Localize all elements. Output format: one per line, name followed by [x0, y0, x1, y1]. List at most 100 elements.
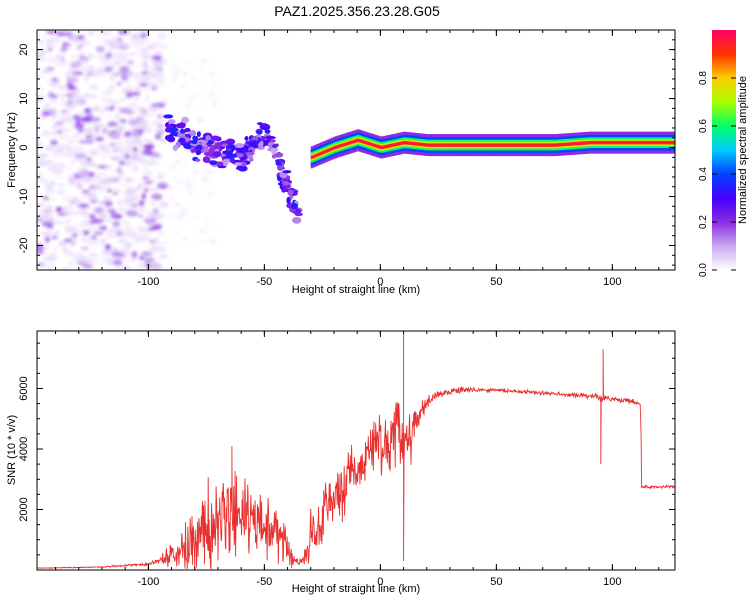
noise-blob — [196, 119, 202, 123]
noise-blob — [88, 193, 98, 200]
carrier-segment — [401, 141, 404, 145]
noise-blob — [212, 85, 216, 88]
noise-blob — [59, 61, 71, 65]
noise-blob — [203, 168, 208, 173]
noise-blob — [167, 214, 176, 219]
noise-blob — [199, 240, 204, 244]
noise-blob — [149, 222, 159, 227]
noise-blob — [124, 226, 134, 230]
noise-blob — [192, 216, 198, 219]
noise-blob — [69, 179, 75, 186]
noise-blob — [172, 72, 178, 78]
descending-track — [163, 114, 303, 224]
noise-blob — [138, 200, 145, 207]
noise-blob — [141, 31, 147, 39]
carrier-segment — [479, 143, 482, 147]
noise-blob — [113, 54, 126, 61]
noise-blob — [37, 140, 42, 144]
noise-blob — [116, 81, 123, 86]
carrier-segment — [518, 143, 521, 147]
noise-blob — [73, 99, 83, 103]
noise-blob — [175, 160, 182, 165]
track-blob — [163, 114, 174, 119]
carrier-segment — [617, 140, 620, 145]
carrier-segment — [334, 145, 337, 149]
noise-blob — [143, 88, 151, 92]
noise-blob — [115, 140, 124, 147]
noise-blob — [108, 44, 119, 51]
noise-blob — [60, 111, 71, 116]
noise-blob — [68, 34, 74, 41]
carrier-segment — [639, 140, 642, 145]
noise-blob — [195, 80, 201, 83]
noise-blob — [141, 192, 146, 200]
noise-blob — [119, 119, 127, 124]
noise-blob — [59, 162, 66, 168]
carrier-segment — [364, 140, 367, 145]
carrier-segment — [626, 140, 629, 145]
carrier-segment — [381, 145, 384, 150]
colorbar: 0.0 0.2 0.4 0.6 0.8 Normalized spectral ampl… — [698, 30, 749, 277]
noise-blob — [110, 130, 117, 134]
carrier-segment — [514, 143, 518, 147]
carrier-segment — [542, 143, 545, 147]
noise-blob — [105, 244, 111, 250]
noise-blob — [142, 176, 149, 180]
noise-blob — [60, 101, 66, 106]
noise-blob — [118, 236, 126, 240]
noise-blob — [137, 42, 146, 46]
noise-blob — [170, 63, 179, 68]
noise-blob — [100, 189, 105, 193]
noise-blob — [158, 254, 170, 260]
noise-blob — [66, 85, 77, 91]
carrier-segment — [635, 140, 638, 145]
noise-blob — [116, 159, 121, 162]
noise-blob — [112, 260, 123, 266]
noise-blob — [126, 52, 138, 56]
noise-blob — [100, 30, 112, 36]
noise-blob — [210, 79, 217, 84]
noise-blob — [121, 87, 133, 94]
carrier-segment — [423, 143, 427, 147]
noise-blob — [105, 52, 113, 59]
noise-blob — [105, 235, 118, 239]
noise-blob — [76, 254, 88, 260]
noise-blob — [72, 199, 78, 205]
noise-blob — [117, 207, 125, 212]
track-blob — [250, 140, 259, 146]
carrier-segment — [435, 143, 438, 147]
noise-blob — [37, 157, 44, 161]
noise-blob — [125, 176, 133, 182]
track-blob — [166, 125, 174, 129]
noise-blob — [155, 70, 163, 74]
noise-blob — [66, 173, 72, 180]
carrier-segment — [498, 143, 501, 147]
noise-blob — [62, 31, 74, 37]
carrier-segment — [501, 143, 505, 147]
noise-blob — [100, 156, 106, 159]
carrier-segment — [553, 143, 556, 147]
noise-blob — [99, 238, 106, 244]
carrier-segment — [565, 142, 568, 147]
noise-blob — [182, 71, 190, 74]
noise-blob — [144, 94, 151, 102]
noise-blob — [129, 168, 139, 172]
track-blob — [166, 135, 176, 143]
noise-blob — [80, 179, 89, 184]
noise-blob — [68, 160, 77, 163]
noise-blob — [205, 221, 210, 226]
noise-blob — [37, 135, 44, 139]
noise-blob — [55, 123, 64, 127]
noise-blob — [112, 59, 121, 67]
track-blob — [257, 146, 265, 150]
colorbar-tick-label: 0.4 — [698, 167, 709, 181]
noise-blob — [67, 227, 79, 232]
track-blob — [205, 135, 211, 142]
noise-blob — [80, 116, 93, 123]
carrier-segment — [412, 141, 415, 146]
noise-blob — [143, 144, 155, 150]
colorbar-tick-label: 0.0 — [698, 263, 709, 277]
noise-blob — [71, 196, 79, 201]
noise-blob — [104, 201, 113, 207]
